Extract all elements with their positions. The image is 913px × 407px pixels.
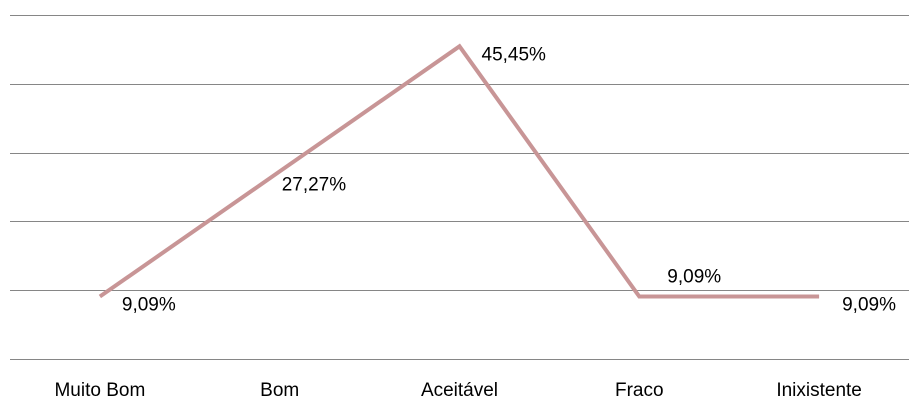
category-label: Fraco <box>615 380 664 401</box>
series-layer <box>98 43 820 299</box>
category-label: Bom <box>260 380 299 401</box>
data-label: 9,09% <box>122 295 176 316</box>
category-label: Inixistente <box>776 380 862 401</box>
gridlines <box>10 15 909 360</box>
data-label: 45,45% <box>482 44 547 65</box>
data-label: 27,27% <box>282 174 347 195</box>
series-line <box>98 43 820 299</box>
category-axis: Muito Bom Bom Aceitável Fraco Inixistente <box>54 380 861 401</box>
data-labels: 9,09% 27,27% 45,45% 9,09% 9,09% <box>122 44 896 315</box>
category-label: Aceitável <box>421 380 498 401</box>
data-label: 9,09% <box>842 295 896 316</box>
category-label: Muito Bom <box>54 380 145 401</box>
data-label: 9,09% <box>667 267 721 288</box>
